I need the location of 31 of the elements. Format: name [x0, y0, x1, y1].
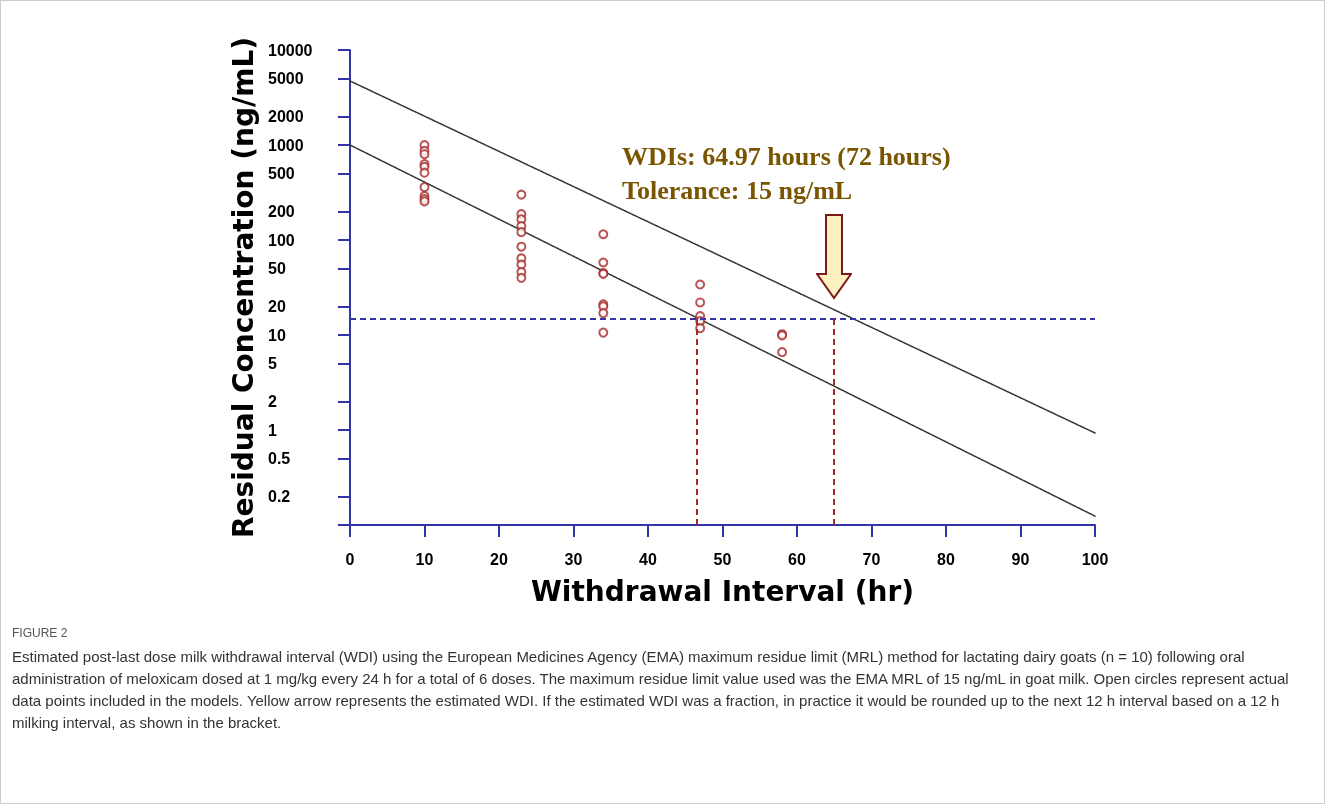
x-tick-label: 70: [862, 550, 881, 568]
y-tick-label: 20: [268, 297, 286, 315]
y-tick-label: 200: [268, 202, 295, 220]
y-tick-label: 500: [268, 165, 295, 183]
y-axis-title: Residual Concentration (ng/mL): [226, 36, 260, 539]
x-tick-label: 10: [415, 550, 434, 568]
x-tick-label: 30: [564, 550, 583, 568]
x-tick-label: 60: [788, 550, 806, 568]
x-tick-label: 50: [713, 550, 732, 568]
y-tick-label: 2: [268, 392, 277, 410]
x-axis-title: Withdrawal Interval (hr): [530, 574, 915, 608]
y-tick-label: 1: [268, 421, 277, 439]
y-tick-label: 0.5: [268, 450, 291, 468]
y-tick-label: 0.2: [268, 487, 291, 505]
y-tick-label: 10000: [268, 41, 313, 59]
x-tick-label: 20: [490, 550, 508, 568]
y-tick-label: 5000: [268, 70, 304, 88]
caption: FIGURE 2: [12, 626, 68, 640]
x-tick-label: 0: [345, 550, 355, 568]
y-tick-label: 100: [268, 231, 295, 249]
x-tick-label: 40: [639, 550, 657, 568]
y-tick-label: 50: [268, 260, 286, 278]
y-tick-label: 5: [268, 355, 277, 373]
annotation: WDIs: 64.97 hours (72 hours) Tolerance: 15 ng/mL: [622, 141, 951, 207]
x-tick-label: 100: [1081, 550, 1109, 568]
y-tick-label: 10: [268, 326, 286, 344]
text: Estimated post-last dose milk withdrawal interval (WDI) using the European Medicines Agency (EMA) maximum residue limit (MRL) method for lactating dairy goats (n = 10) following oral administration of meloxicam dosed at 1 mg/kg every 24 h for a total of 6 doses. The maximum residue limit value used was the EMA MRL of 15 ng/mL in goat milk. Open circles represent actual data points included in the models. Yellow arrow represents the estimated WDI. If the estimated WDI was a fraction, in practice it would be rounded up to the next 12 h interval based on a 12 h milking interval, as shown in the bracket.: [12, 647, 1290, 733]
x-tick-label: 80: [937, 550, 955, 568]
y-tick-label: 1000: [268, 136, 304, 154]
x-tick-label: 90: [1011, 550, 1030, 568]
y-tick-label: 2000: [268, 107, 304, 125]
